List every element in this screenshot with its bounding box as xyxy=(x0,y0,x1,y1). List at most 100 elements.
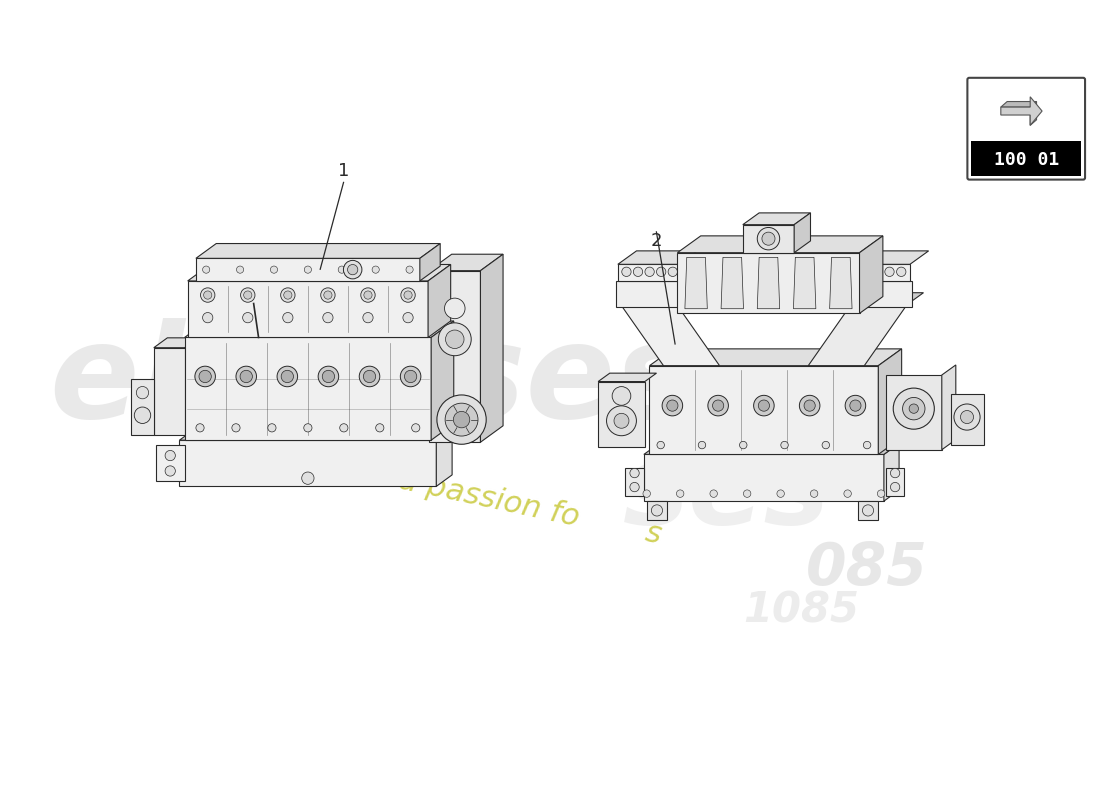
Circle shape xyxy=(744,490,751,498)
Circle shape xyxy=(202,313,213,322)
Circle shape xyxy=(304,424,312,432)
Circle shape xyxy=(903,398,925,420)
Polygon shape xyxy=(878,349,902,454)
Polygon shape xyxy=(154,348,185,435)
Polygon shape xyxy=(131,378,154,435)
Text: 085: 085 xyxy=(805,539,927,597)
Circle shape xyxy=(363,313,373,322)
Circle shape xyxy=(781,442,789,449)
Circle shape xyxy=(411,424,420,432)
Polygon shape xyxy=(196,258,420,281)
Circle shape xyxy=(800,395,820,416)
Circle shape xyxy=(708,395,728,416)
Circle shape xyxy=(777,490,784,498)
Circle shape xyxy=(340,424,348,432)
Circle shape xyxy=(196,424,205,432)
Circle shape xyxy=(873,267,882,277)
FancyBboxPatch shape xyxy=(967,78,1085,180)
Circle shape xyxy=(282,370,294,382)
Polygon shape xyxy=(188,265,451,281)
Circle shape xyxy=(453,411,470,428)
Circle shape xyxy=(280,288,295,302)
Circle shape xyxy=(822,442,829,449)
Polygon shape xyxy=(428,265,451,338)
Circle shape xyxy=(236,366,256,386)
Polygon shape xyxy=(886,375,942,450)
Circle shape xyxy=(804,400,815,411)
Circle shape xyxy=(668,267,678,277)
Polygon shape xyxy=(1001,97,1042,126)
Circle shape xyxy=(267,424,276,432)
Circle shape xyxy=(662,395,683,416)
Circle shape xyxy=(284,291,292,299)
Polygon shape xyxy=(649,366,878,454)
Circle shape xyxy=(845,395,866,416)
Circle shape xyxy=(630,482,639,492)
Circle shape xyxy=(850,400,861,411)
Polygon shape xyxy=(179,440,437,486)
Polygon shape xyxy=(1001,102,1036,107)
Circle shape xyxy=(348,265,358,274)
Circle shape xyxy=(277,366,298,386)
Circle shape xyxy=(621,267,631,277)
Circle shape xyxy=(404,291,412,299)
Polygon shape xyxy=(685,258,707,309)
Circle shape xyxy=(305,266,311,274)
Circle shape xyxy=(878,490,884,498)
Circle shape xyxy=(864,442,871,449)
Circle shape xyxy=(606,406,637,436)
Circle shape xyxy=(811,490,818,498)
Polygon shape xyxy=(808,305,908,366)
Polygon shape xyxy=(649,349,902,366)
Circle shape xyxy=(844,490,851,498)
Polygon shape xyxy=(431,321,454,440)
Text: elc    ses: elc ses xyxy=(50,318,693,445)
Polygon shape xyxy=(620,293,693,305)
Circle shape xyxy=(757,227,780,250)
Polygon shape xyxy=(678,253,859,314)
Circle shape xyxy=(405,370,417,382)
Polygon shape xyxy=(851,293,924,305)
Polygon shape xyxy=(598,373,657,382)
Circle shape xyxy=(318,366,339,386)
Circle shape xyxy=(614,414,629,428)
Circle shape xyxy=(634,267,642,277)
Circle shape xyxy=(200,288,214,302)
Polygon shape xyxy=(722,258,744,309)
Polygon shape xyxy=(859,236,883,314)
Circle shape xyxy=(713,400,724,411)
Circle shape xyxy=(657,267,665,277)
Polygon shape xyxy=(196,243,440,258)
Circle shape xyxy=(758,400,770,411)
Bar xyxy=(971,142,1081,176)
Circle shape xyxy=(406,266,414,274)
Circle shape xyxy=(136,386,149,399)
Text: 1: 1 xyxy=(338,162,349,180)
Polygon shape xyxy=(185,321,454,338)
Polygon shape xyxy=(185,338,431,440)
Circle shape xyxy=(909,404,918,414)
Polygon shape xyxy=(842,281,912,307)
Circle shape xyxy=(403,313,414,322)
Circle shape xyxy=(400,288,415,302)
Polygon shape xyxy=(742,213,811,225)
Polygon shape xyxy=(757,258,780,309)
Circle shape xyxy=(343,260,362,279)
Circle shape xyxy=(338,266,345,274)
Text: 2: 2 xyxy=(651,232,662,250)
Polygon shape xyxy=(846,251,928,264)
Polygon shape xyxy=(793,258,816,309)
Polygon shape xyxy=(647,501,668,520)
Circle shape xyxy=(651,505,662,516)
Polygon shape xyxy=(618,251,697,264)
Circle shape xyxy=(240,370,252,382)
Circle shape xyxy=(612,386,630,406)
Circle shape xyxy=(241,288,255,302)
Circle shape xyxy=(437,395,486,444)
Circle shape xyxy=(657,442,664,449)
Polygon shape xyxy=(154,338,198,348)
Polygon shape xyxy=(429,254,503,270)
Polygon shape xyxy=(884,443,899,501)
Circle shape xyxy=(896,267,906,277)
Polygon shape xyxy=(616,281,681,307)
